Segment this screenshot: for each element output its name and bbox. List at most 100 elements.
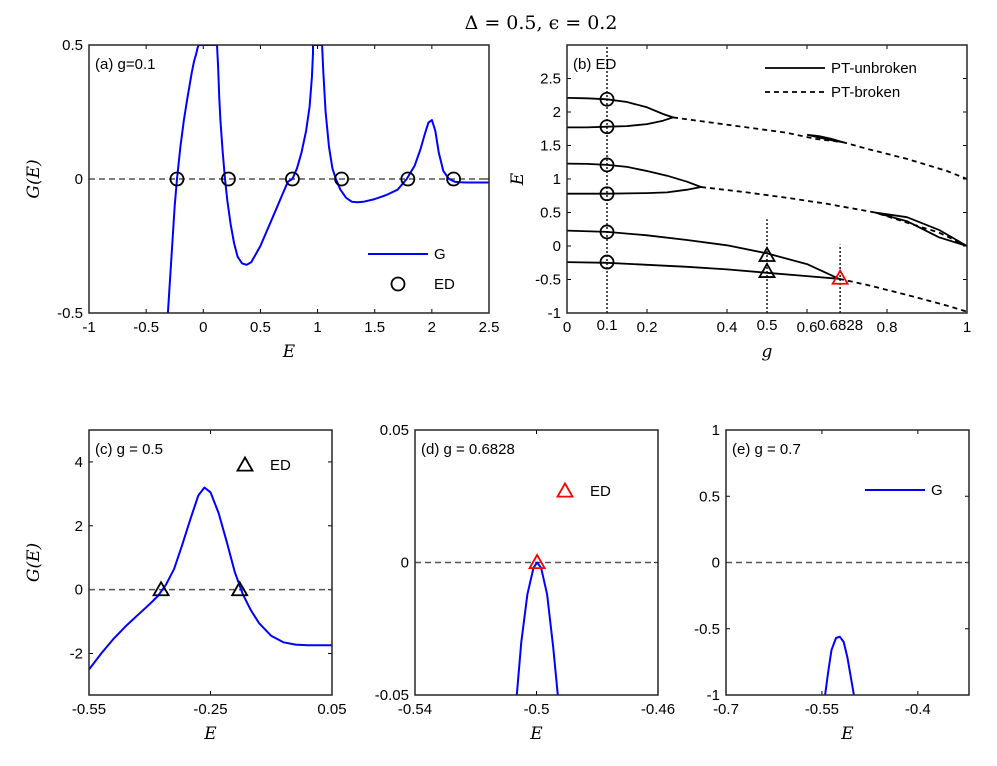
marker-triangle-b — [757, 262, 777, 278]
panel-a: -1 -0.5 0 0.5 1 1.5 2 2.5-0.500.5(a) g=0.1EG(E)… — [24, 37, 499, 362]
legend-label-b: PT-unbroken — [831, 60, 917, 77]
legend-d: ED — [555, 481, 611, 500]
y-tick-label-b: 1 — [553, 171, 561, 188]
marker-triangle-d — [528, 553, 547, 570]
x-tick-label-b: 0.8 — [877, 319, 898, 336]
panel-label-a: (a) g=0.1 — [95, 56, 155, 73]
legend-b: PT-unbroken PT-broken — [765, 60, 917, 101]
y-tick-label-c: 0 — [75, 582, 83, 599]
panel-label-d: (d) g = 0.6828 — [421, 441, 515, 458]
y-tick-label-d: 0 — [401, 555, 409, 572]
y-tick-label-e: 0 — [712, 555, 720, 572]
x-tick-label-b: 0.6 — [797, 319, 818, 336]
axes-frame-d — [414, 429, 659, 696]
legend-label-c: ED — [270, 457, 291, 474]
y-tick-label-a: -0.5 — [57, 305, 83, 322]
legend-swatch-ED — [555, 481, 575, 498]
plot-content-a — [89, 45, 489, 313]
annotation-label-b: 0.6828 — [817, 317, 863, 334]
x-axis-label-d: E — [529, 724, 543, 744]
x-tick-label-e: -0.7 — [713, 701, 739, 718]
x-tick-label-a: 1 — [313, 319, 321, 336]
x-tick-label-a: -1 — [82, 319, 95, 336]
panel-b: 0 0.2 0.4 0.6 0.8 1 -1 -0.5 0 0.5 1 1.5 2 2.5 (b) ED g E… — [508, 44, 971, 362]
panel-e: -0.7 -0.55 -0.4 -1 -0.5 0 0.5 1 (e) g = 0.7 E G — [694, 422, 970, 744]
plot-content-d — [415, 561, 658, 695]
marker-triangle-c — [152, 580, 171, 597]
panels: -1 -0.5 0 0.5 1 1.5 2 2.5-0.500.5(a) g=0.1EG(E)… — [24, 37, 971, 744]
panel-d: -0.54 -0.5 -0.46 -0.05 0 0.05 (d) g = 0.6828 E E… — [375, 422, 675, 744]
marker-circle-a — [221, 171, 236, 187]
axes-frame-b — [566, 44, 968, 314]
annotation-label-b: 0.5 — [757, 317, 778, 334]
marker-triangle-b — [831, 268, 850, 285]
x-tick-label-e: -0.55 — [805, 701, 839, 718]
y-tick-label-d: 0.05 — [380, 422, 409, 439]
x-tick-label-b: 1 — [963, 319, 971, 336]
y-tick-label-a: 0 — [75, 171, 83, 188]
y-tick-label-e: 0.5 — [699, 488, 720, 505]
series-line-b — [700, 186, 967, 247]
axes-frame-e — [725, 429, 970, 696]
y-tick-label-b: -1 — [548, 305, 561, 322]
plot-area-c — [89, 430, 332, 695]
x-axis-label-a: E — [282, 342, 296, 362]
legend-label-a: G — [434, 246, 446, 263]
series-line-b — [874, 211, 967, 247]
x-tick-label-b: 0 — [563, 319, 571, 336]
y-tick-label-a: 0.5 — [62, 37, 83, 54]
x-tick-label-b: 0.2 — [637, 319, 658, 336]
legend-label-a: ED — [434, 276, 455, 293]
x-axis-label-c: E — [203, 724, 217, 744]
series-line-b — [838, 277, 967, 313]
marker-circle-a — [446, 171, 461, 187]
marker-circle-a — [285, 171, 300, 187]
axes-frame-c — [88, 429, 333, 696]
x-tick-label-c: -0.55 — [72, 701, 106, 718]
x-tick-label-b: 0.4 — [717, 319, 738, 336]
legend-swatch-ED — [235, 455, 255, 472]
y-tick-label-b: 2.5 — [540, 71, 561, 88]
y-tick-label-e: 1 — [712, 422, 720, 439]
y-axis-label-a: G(E) — [24, 159, 44, 198]
panel-label-b: (b) ED — [573, 56, 617, 73]
y-tick-label-e: -1 — [707, 687, 720, 704]
marker-triangle-c — [230, 580, 249, 597]
series-line-d — [515, 561, 559, 695]
x-axis-label-b: g — [762, 342, 773, 362]
marker-circle-a — [334, 171, 349, 187]
y-tick-label-b: 0 — [553, 238, 561, 255]
legend-swatch-ED — [390, 276, 406, 292]
x-tick-label-c: -0.25 — [193, 701, 227, 718]
panel-c: -0.55 -0.25 0.05 -2 0 2 4 (c) g = 0.5 E G(E) ED — [24, 429, 347, 744]
series-line-a — [166, 45, 489, 313]
y-tick-label-b: -0.5 — [535, 272, 561, 289]
y-tick-label-b: 2 — [553, 104, 561, 121]
x-tick-label-a: 2 — [428, 319, 436, 336]
panel-label-e: (e) g = 0.7 — [732, 441, 801, 458]
x-tick-label-a: -0.5 — [133, 319, 159, 336]
legend-c: ED — [235, 455, 291, 474]
series-line-e — [824, 635, 855, 695]
x-tick-label-a: 2.5 — [479, 319, 500, 336]
x-axis-label-e: E — [840, 724, 854, 744]
annotation-label-b: 0.1 — [597, 317, 618, 334]
marker-circle-b — [599, 91, 615, 107]
marker-circle-b — [599, 254, 615, 270]
y-axis-label-c: G(E) — [24, 543, 44, 582]
y-tick-label-c: 4 — [75, 454, 83, 471]
legend-label-e: G — [931, 482, 943, 499]
marker-circle-b — [599, 186, 615, 202]
y-axis-label-b: E — [508, 172, 528, 186]
marker-circle-b — [599, 119, 615, 135]
y-tick-label-b: 1.5 — [540, 138, 561, 155]
x-tick-label-a: 0.5 — [250, 319, 271, 336]
x-tick-label-d: -0.46 — [641, 701, 675, 718]
marker-circle-a — [169, 171, 185, 187]
series-line-c — [89, 486, 332, 671]
legend-a: G ED — [368, 246, 455, 293]
x-tick-label-a: 0 — [199, 319, 207, 336]
x-tick-label-c: 0.05 — [317, 701, 346, 718]
figure-title: Δ = 0.5, ϵ = 0.2 — [465, 12, 618, 34]
x-tick-label-e: -0.4 — [905, 701, 931, 718]
